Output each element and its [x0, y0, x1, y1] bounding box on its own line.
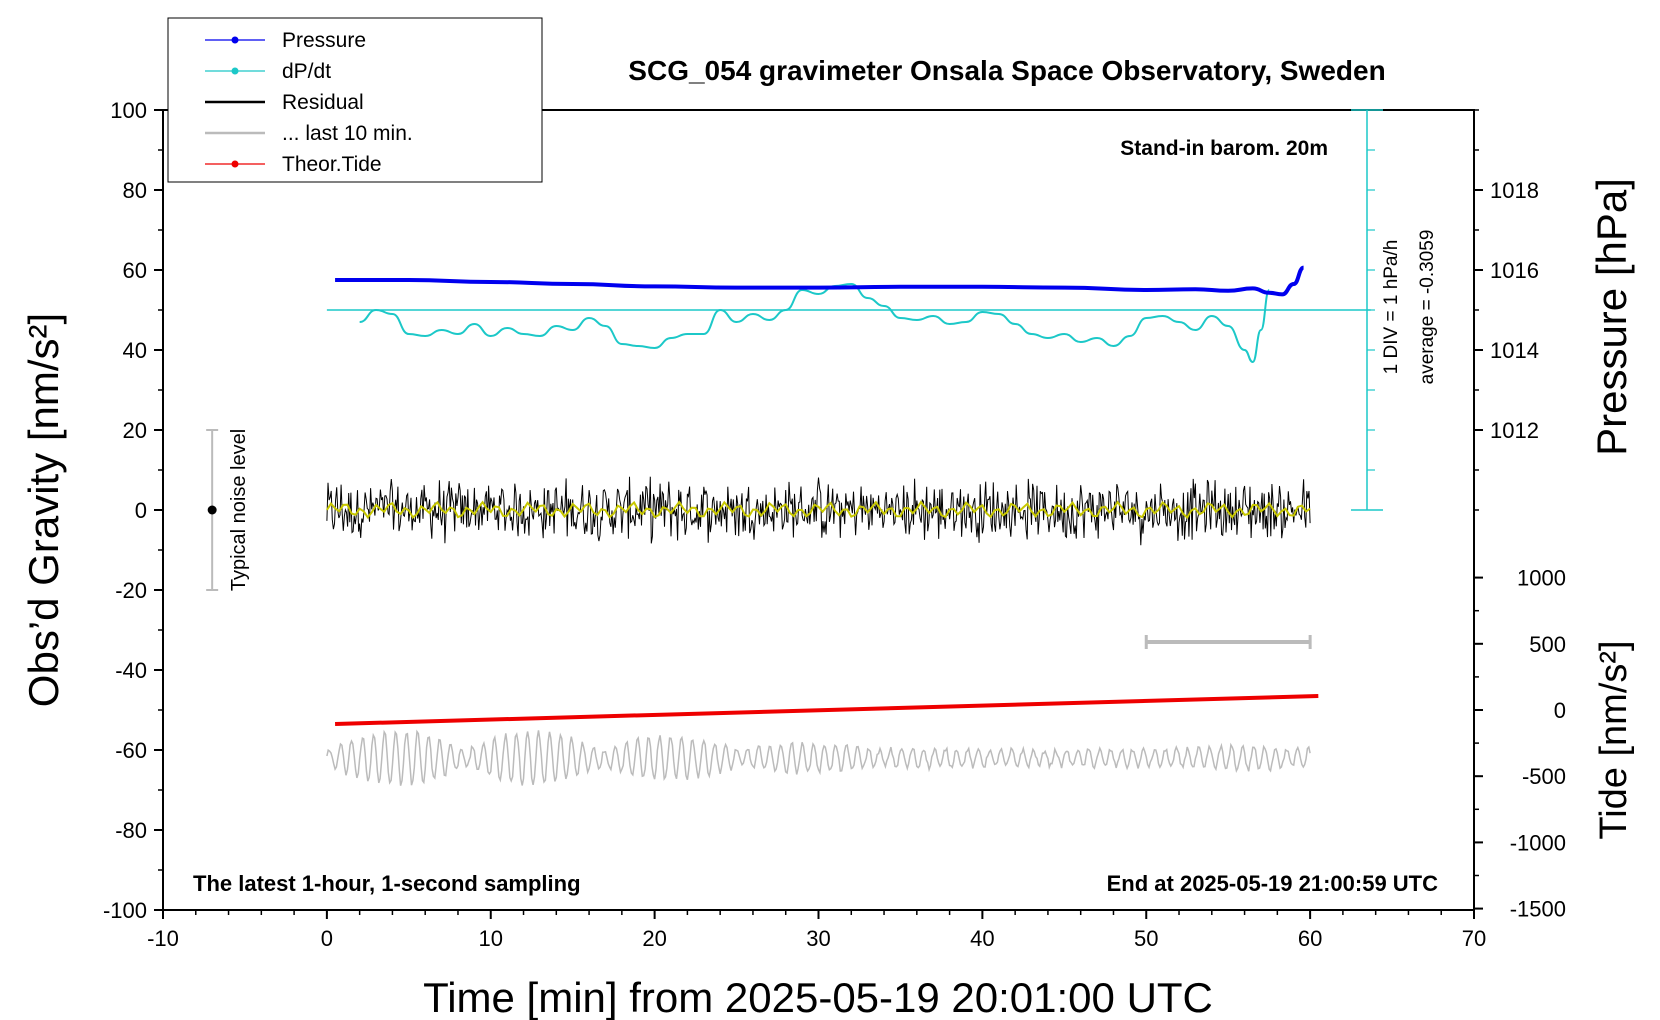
x-tick-label: -10 — [147, 926, 179, 951]
pressure-tick-label: 1018 — [1490, 178, 1539, 203]
legend-swatch-dot — [231, 67, 239, 75]
pressure-series-line — [335, 265, 1305, 297]
y-tick-label: 40 — [123, 338, 147, 363]
tide-axis: 1000 500 0 -500 -1000 -1500 — [1474, 566, 1566, 922]
y-axis-left: 100 80 60 40 20 0 -20 -40 -60 -80 -100 — [103, 98, 163, 923]
pressure-axis: 1018 1016 1014 1012 — [1474, 109, 1539, 511]
dpdt-series-line — [359, 283, 1271, 363]
noise-center-dot — [207, 505, 217, 515]
pressure-tick-label: 1014 — [1490, 338, 1539, 363]
legend-label: Residual — [282, 91, 364, 114]
x-axis: -10 0 10 20 30 40 50 60 70 — [147, 910, 1486, 951]
y-tick-label: -100 — [103, 898, 147, 923]
tide-tick-label: -1500 — [1510, 897, 1566, 922]
x-tick-label: 60 — [1298, 926, 1322, 951]
chart-title: SCG_054 gravimeter Onsala Space Observat… — [628, 55, 1385, 86]
residual-series-line — [326, 476, 1311, 546]
latest-hour-note: The latest 1-hour, 1-second sampling — [193, 871, 581, 896]
average-note: average = -0.3059 — [1417, 230, 1438, 385]
x-tick-label: 50 — [1134, 926, 1158, 951]
y-tick-label: 20 — [123, 418, 147, 443]
residual-smoothed-line — [326, 500, 1311, 520]
tide-tick-label: -500 — [1522, 764, 1566, 789]
legend: Pressure dP/dt Residual ... last 10 min. The… — [167, 17, 543, 183]
div-note: 1 DIV = 1 hPa/h — [1381, 240, 1402, 375]
tide-tick-label: 500 — [1529, 632, 1566, 657]
x-axis-title: Time [min] from 2025-05-19 20:01:00 UTC — [423, 974, 1213, 1020]
y-tick-label: 100 — [110, 98, 147, 123]
pressure-axis-title: Pressure [hPa] — [1588, 178, 1635, 456]
y-axis-left-title: Obs’d Gravity [nm/s²] — [20, 313, 67, 707]
y-tick-label: -40 — [115, 658, 147, 683]
grey-oscillation-line — [326, 729, 1311, 786]
x-tick-label: 10 — [479, 926, 503, 951]
legend-label: ... last 10 min. — [282, 122, 413, 145]
x-tick-label: 40 — [970, 926, 994, 951]
y-tick-label: -80 — [115, 818, 147, 843]
y-tick-label: -60 — [115, 738, 147, 763]
legend-label: Theor.Tide — [282, 153, 382, 176]
noise-level-indicator — [206, 429, 219, 591]
x-tick-label: 0 — [321, 926, 333, 951]
series-layer — [326, 265, 1319, 786]
y-tick-label: 60 — [123, 258, 147, 283]
tide-tick-label: -1000 — [1510, 830, 1566, 855]
tide-series-line — [335, 694, 1319, 726]
legend-label: Pressure — [282, 29, 366, 52]
y-tick-label: 0 — [135, 498, 147, 523]
x-tick-label: 20 — [642, 926, 666, 951]
pressure-tick-label: 1012 — [1490, 418, 1539, 443]
legend-box — [167, 17, 543, 183]
legend-swatch-dot — [231, 36, 239, 44]
tide-tick-label: 0 — [1554, 698, 1566, 723]
stand-in-note: Stand-in barom. 20m — [1120, 137, 1328, 160]
end-time-note: End at 2025-05-19 21:00:59 UTC — [1107, 871, 1438, 896]
tide-axis-title: Tide [nm/s²] — [1593, 640, 1635, 839]
tide-tick-label: 1000 — [1517, 566, 1566, 591]
legend-label: dP/dt — [282, 60, 331, 83]
dpdt-scale — [326, 109, 1383, 511]
x-tick-label: 70 — [1462, 926, 1486, 951]
x-tick-label: 30 — [806, 926, 830, 951]
pressure-tick-label: 1016 — [1490, 258, 1539, 283]
noise-level-label: Typical noise level — [228, 429, 250, 591]
y-tick-label: -20 — [115, 578, 147, 603]
y-tick-label: 80 — [123, 178, 147, 203]
legend-swatch-dot — [231, 160, 239, 168]
